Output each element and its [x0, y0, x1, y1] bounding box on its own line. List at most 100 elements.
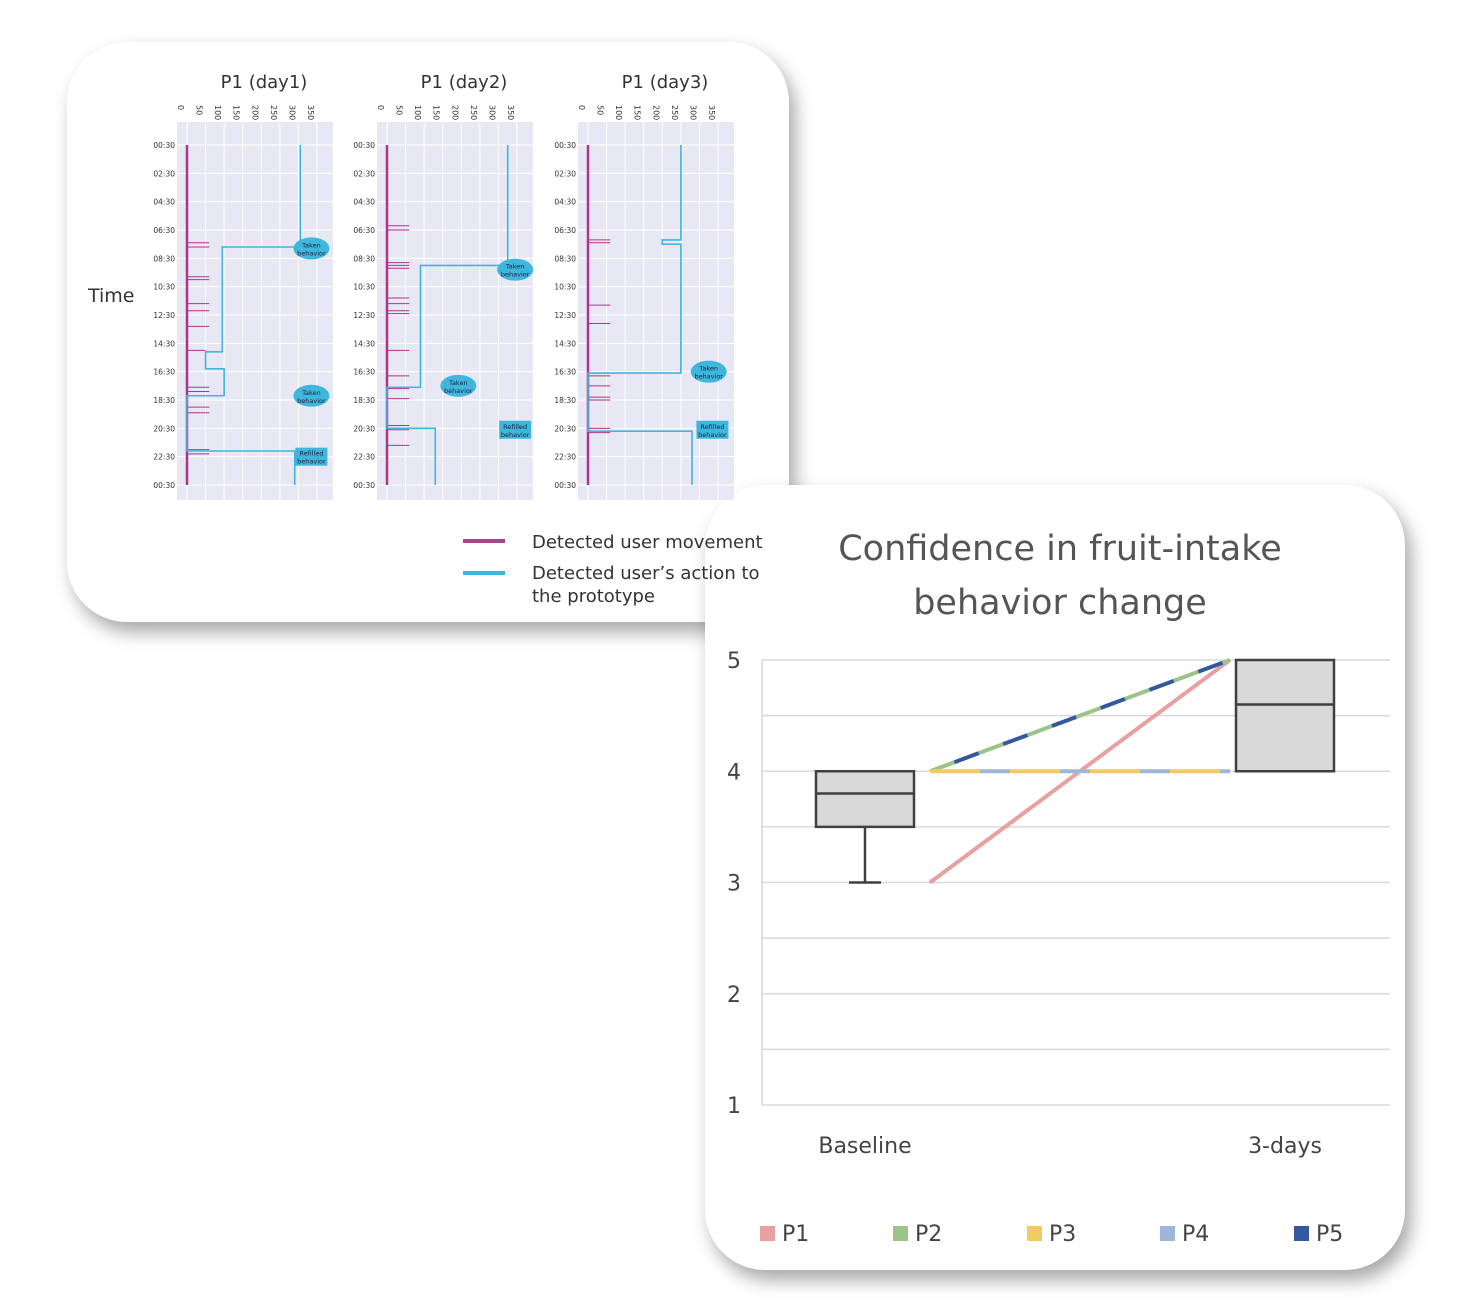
- y-tick-label: 22:30: [153, 453, 175, 462]
- y-tick-label: 02:30: [153, 169, 175, 178]
- y-tick-label: 00:30: [554, 481, 576, 490]
- y-tick-label: 18:30: [554, 396, 576, 405]
- legend-label-p3: P3: [1049, 1222, 1076, 1247]
- series-line-p2: [929, 658, 1231, 774]
- y-tick-label: 00:30: [353, 481, 375, 490]
- y-tick-label: 18:30: [153, 396, 175, 405]
- y-tick-label: 20:30: [554, 424, 576, 433]
- refilled-behavior-box: [295, 447, 328, 466]
- annotation-label: Taken: [505, 263, 525, 271]
- y-tick-label: 12:30: [153, 311, 175, 320]
- annotation-label: Refilled: [700, 423, 724, 431]
- x-category-label: Baseline: [818, 1134, 911, 1159]
- box-body: [1234, 658, 1336, 773]
- legend-swatch-p4: [1160, 1226, 1175, 1241]
- y-tick-label: 20:30: [153, 424, 175, 433]
- y-tick-label: 04:30: [153, 198, 175, 207]
- refilled-behavior-box: [696, 420, 729, 439]
- y-tick-label: 06:30: [153, 226, 175, 235]
- action-line: [186, 145, 302, 485]
- y-tick-label: 2: [727, 983, 741, 1008]
- x-tick-label: 150: [633, 105, 642, 120]
- annotation-label: Taken: [301, 389, 321, 397]
- annotation-label: Taken: [698, 365, 718, 373]
- x-tick-label: 0: [376, 105, 385, 110]
- confidence-chart: Confidence in fruit-intake behavior chan…: [727, 529, 1390, 1247]
- legend-swatch-p3: [1027, 1226, 1042, 1241]
- box-3-days: [1234, 658, 1336, 773]
- x-tick-label: 100: [413, 105, 422, 120]
- time-axis-title: Time: [87, 285, 135, 307]
- x-tick-label: 100: [614, 105, 623, 120]
- y-tick-label: 02:30: [554, 169, 576, 178]
- y-tick-label: 10:30: [554, 283, 576, 292]
- x-tick-label: 200: [651, 105, 660, 120]
- y-tick-label: 10:30: [353, 283, 375, 292]
- refilled-behavior-box: [499, 420, 532, 439]
- x-tick-label: 150: [432, 105, 441, 120]
- box-body: [814, 770, 916, 829]
- x-tick-label: 50: [395, 105, 404, 115]
- taken-behavior-bubble: [690, 360, 727, 383]
- annotation-label: behavior: [698, 431, 727, 439]
- confidence-title-line1: Confidence in fruit-intake: [838, 529, 1282, 569]
- confidence-card: [705, 485, 1405, 1270]
- legend-label-action-line1: Detected user’s action to: [532, 563, 760, 584]
- y-tick-label: 08:30: [554, 254, 576, 263]
- legend-swatch-p2: [893, 1226, 908, 1241]
- taken-behavior-bubble: [497, 258, 534, 281]
- x-tick-label: 150: [232, 105, 241, 120]
- y-tick-label: 3: [727, 872, 741, 897]
- y-tick-label: 00:30: [554, 141, 576, 150]
- x-tick-label: 350: [506, 105, 515, 120]
- confidence-title-line2: behavior change: [913, 583, 1207, 623]
- x-tick-label: 250: [670, 105, 679, 120]
- taken-behavior-bubble: [293, 237, 330, 260]
- x-tick-label: 50: [195, 105, 204, 115]
- legend-label-p4: P4: [1182, 1222, 1209, 1247]
- y-tick-label: 14:30: [153, 339, 175, 348]
- annotation-label: behavior: [297, 249, 326, 257]
- y-tick-label: 4: [727, 760, 741, 785]
- x-tick-label: 200: [250, 105, 259, 120]
- taken-behavior-bubble: [293, 384, 330, 407]
- legend-label-action-line2: the prototype: [532, 586, 655, 607]
- y-tick-label: 06:30: [353, 226, 375, 235]
- annotation-label: Taken: [301, 241, 321, 249]
- y-tick-label: 00:30: [153, 481, 175, 490]
- annotation-label: Taken: [448, 379, 468, 387]
- y-tick-label: 18:30: [353, 396, 375, 405]
- annotation-label: Refilled: [299, 450, 323, 458]
- y-tick-label: 08:30: [353, 254, 375, 263]
- legend-label-p2: P2: [915, 1222, 942, 1247]
- y-tick-label: 12:30: [554, 311, 576, 320]
- y-tick-label: 16:30: [153, 368, 175, 377]
- annotation-label: behavior: [297, 397, 326, 405]
- annotation-label: behavior: [501, 271, 530, 279]
- annotation-label: behavior: [444, 387, 473, 395]
- y-tick-label: 22:30: [554, 453, 576, 462]
- y-tick-label: 1: [727, 1094, 741, 1119]
- action-line: [386, 145, 509, 485]
- y-tick-label: 20:30: [353, 424, 375, 433]
- legend-label-p5: P5: [1316, 1222, 1343, 1247]
- x-tick-label: 0: [577, 105, 586, 110]
- y-tick-label: 04:30: [353, 198, 375, 207]
- timeline-3: P1 (day3) 0 50 100 150 200 250 300 350 00:30 02:30…: [554, 72, 734, 500]
- timeline-2: P1 (day2) 0 50 100 150 200 250 300 350 00:30 02:30…: [353, 72, 534, 500]
- timeline-title: P1 (day3): [622, 72, 709, 93]
- x-tick-label: 250: [469, 105, 478, 120]
- x-tick-label: 300: [287, 105, 296, 120]
- legend-swatch-p5: [1294, 1226, 1309, 1241]
- x-tick-label: 300: [688, 105, 697, 120]
- y-tick-label: 16:30: [554, 368, 576, 377]
- timeline-plot-area: [578, 122, 734, 500]
- y-tick-label: 14:30: [554, 339, 576, 348]
- x-category-label: 3-days: [1248, 1134, 1322, 1159]
- annotation-label: behavior: [694, 373, 723, 381]
- annotation-label: Refilled: [503, 423, 527, 431]
- timeline-1: P1 (day1) 0 50 100 150 200 250 300 350 00:30 02:30…: [153, 72, 333, 500]
- y-tick-label: 16:30: [353, 368, 375, 377]
- action-line: [587, 145, 693, 485]
